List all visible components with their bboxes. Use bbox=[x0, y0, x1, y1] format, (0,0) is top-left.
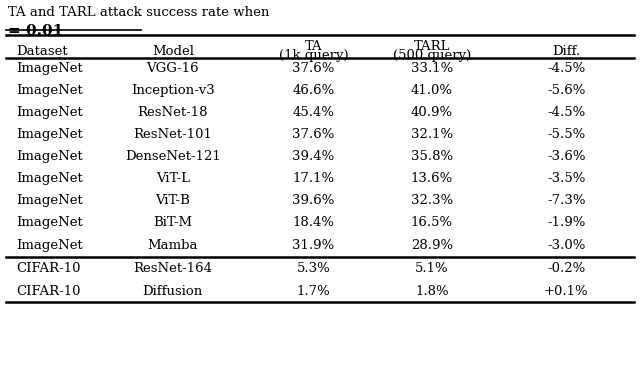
Text: 28.9%: 28.9% bbox=[411, 239, 453, 252]
Text: ResNet-18: ResNet-18 bbox=[138, 106, 208, 119]
Text: 5.1%: 5.1% bbox=[415, 263, 449, 276]
Text: -4.5%: -4.5% bbox=[547, 106, 586, 119]
Text: ImageNet: ImageNet bbox=[16, 106, 83, 119]
Text: ImageNet: ImageNet bbox=[16, 239, 83, 252]
Text: -7.3%: -7.3% bbox=[547, 194, 586, 207]
Text: ImageNet: ImageNet bbox=[16, 172, 83, 186]
Text: -3.6%: -3.6% bbox=[547, 150, 586, 163]
Text: 41.0%: 41.0% bbox=[411, 84, 453, 97]
Text: 40.9%: 40.9% bbox=[411, 106, 453, 119]
Text: TA: TA bbox=[305, 40, 323, 53]
Text: 31.9%: 31.9% bbox=[292, 239, 335, 252]
Text: -5.6%: -5.6% bbox=[547, 84, 586, 97]
Text: ImageNet: ImageNet bbox=[16, 84, 83, 97]
Text: ImageNet: ImageNet bbox=[16, 62, 83, 75]
Text: 13.6%: 13.6% bbox=[411, 172, 453, 186]
Text: TARL: TARL bbox=[413, 40, 451, 53]
Text: 37.6%: 37.6% bbox=[292, 62, 335, 75]
Text: = 0.01: = 0.01 bbox=[8, 24, 63, 38]
Text: -3.5%: -3.5% bbox=[547, 172, 586, 186]
Text: Inception-v3: Inception-v3 bbox=[131, 84, 214, 97]
Text: 1.8%: 1.8% bbox=[415, 285, 449, 298]
Text: ImageNet: ImageNet bbox=[16, 128, 83, 141]
Text: -1.9%: -1.9% bbox=[547, 216, 586, 230]
Text: 32.3%: 32.3% bbox=[411, 194, 453, 207]
Text: Diff.: Diff. bbox=[552, 45, 580, 58]
Text: ResNet-164: ResNet-164 bbox=[133, 263, 212, 276]
Text: ImageNet: ImageNet bbox=[16, 216, 83, 230]
Text: ViT-L: ViT-L bbox=[156, 172, 190, 186]
Text: 33.1%: 33.1% bbox=[411, 62, 453, 75]
Text: 46.6%: 46.6% bbox=[292, 84, 335, 97]
Text: TA and TARL attack success rate when: TA and TARL attack success rate when bbox=[8, 6, 273, 19]
Text: 37.6%: 37.6% bbox=[292, 128, 335, 141]
Text: (500 query): (500 query) bbox=[393, 49, 471, 62]
Text: -5.5%: -5.5% bbox=[547, 128, 586, 141]
Text: 35.8%: 35.8% bbox=[411, 150, 453, 163]
Text: DenseNet-121: DenseNet-121 bbox=[125, 150, 221, 163]
Text: -3.0%: -3.0% bbox=[547, 239, 586, 252]
Text: Mamba: Mamba bbox=[148, 239, 198, 252]
Text: VGG-16: VGG-16 bbox=[147, 62, 199, 75]
Text: 17.1%: 17.1% bbox=[292, 172, 335, 186]
Text: 18.4%: 18.4% bbox=[292, 216, 335, 230]
Text: -0.2%: -0.2% bbox=[547, 263, 586, 276]
Text: Dataset: Dataset bbox=[16, 45, 68, 58]
Text: 39.6%: 39.6% bbox=[292, 194, 335, 207]
Text: ResNet-101: ResNet-101 bbox=[133, 128, 212, 141]
Text: 32.1%: 32.1% bbox=[411, 128, 453, 141]
Text: 39.4%: 39.4% bbox=[292, 150, 335, 163]
Text: ImageNet: ImageNet bbox=[16, 150, 83, 163]
Text: 5.3%: 5.3% bbox=[297, 263, 330, 276]
Text: 16.5%: 16.5% bbox=[411, 216, 453, 230]
Text: 45.4%: 45.4% bbox=[292, 106, 335, 119]
Text: Diffusion: Diffusion bbox=[143, 285, 203, 298]
Text: ImageNet: ImageNet bbox=[16, 194, 83, 207]
Text: 1.7%: 1.7% bbox=[297, 285, 330, 298]
Text: ViT-B: ViT-B bbox=[156, 194, 190, 207]
Text: CIFAR-10: CIFAR-10 bbox=[16, 285, 81, 298]
Text: (1k query): (1k query) bbox=[279, 49, 348, 62]
Text: -4.5%: -4.5% bbox=[547, 62, 586, 75]
Text: CIFAR-10: CIFAR-10 bbox=[16, 263, 81, 276]
Text: Model: Model bbox=[152, 45, 194, 58]
Text: +0.1%: +0.1% bbox=[544, 285, 589, 298]
Text: BiT-M: BiT-M bbox=[153, 216, 193, 230]
